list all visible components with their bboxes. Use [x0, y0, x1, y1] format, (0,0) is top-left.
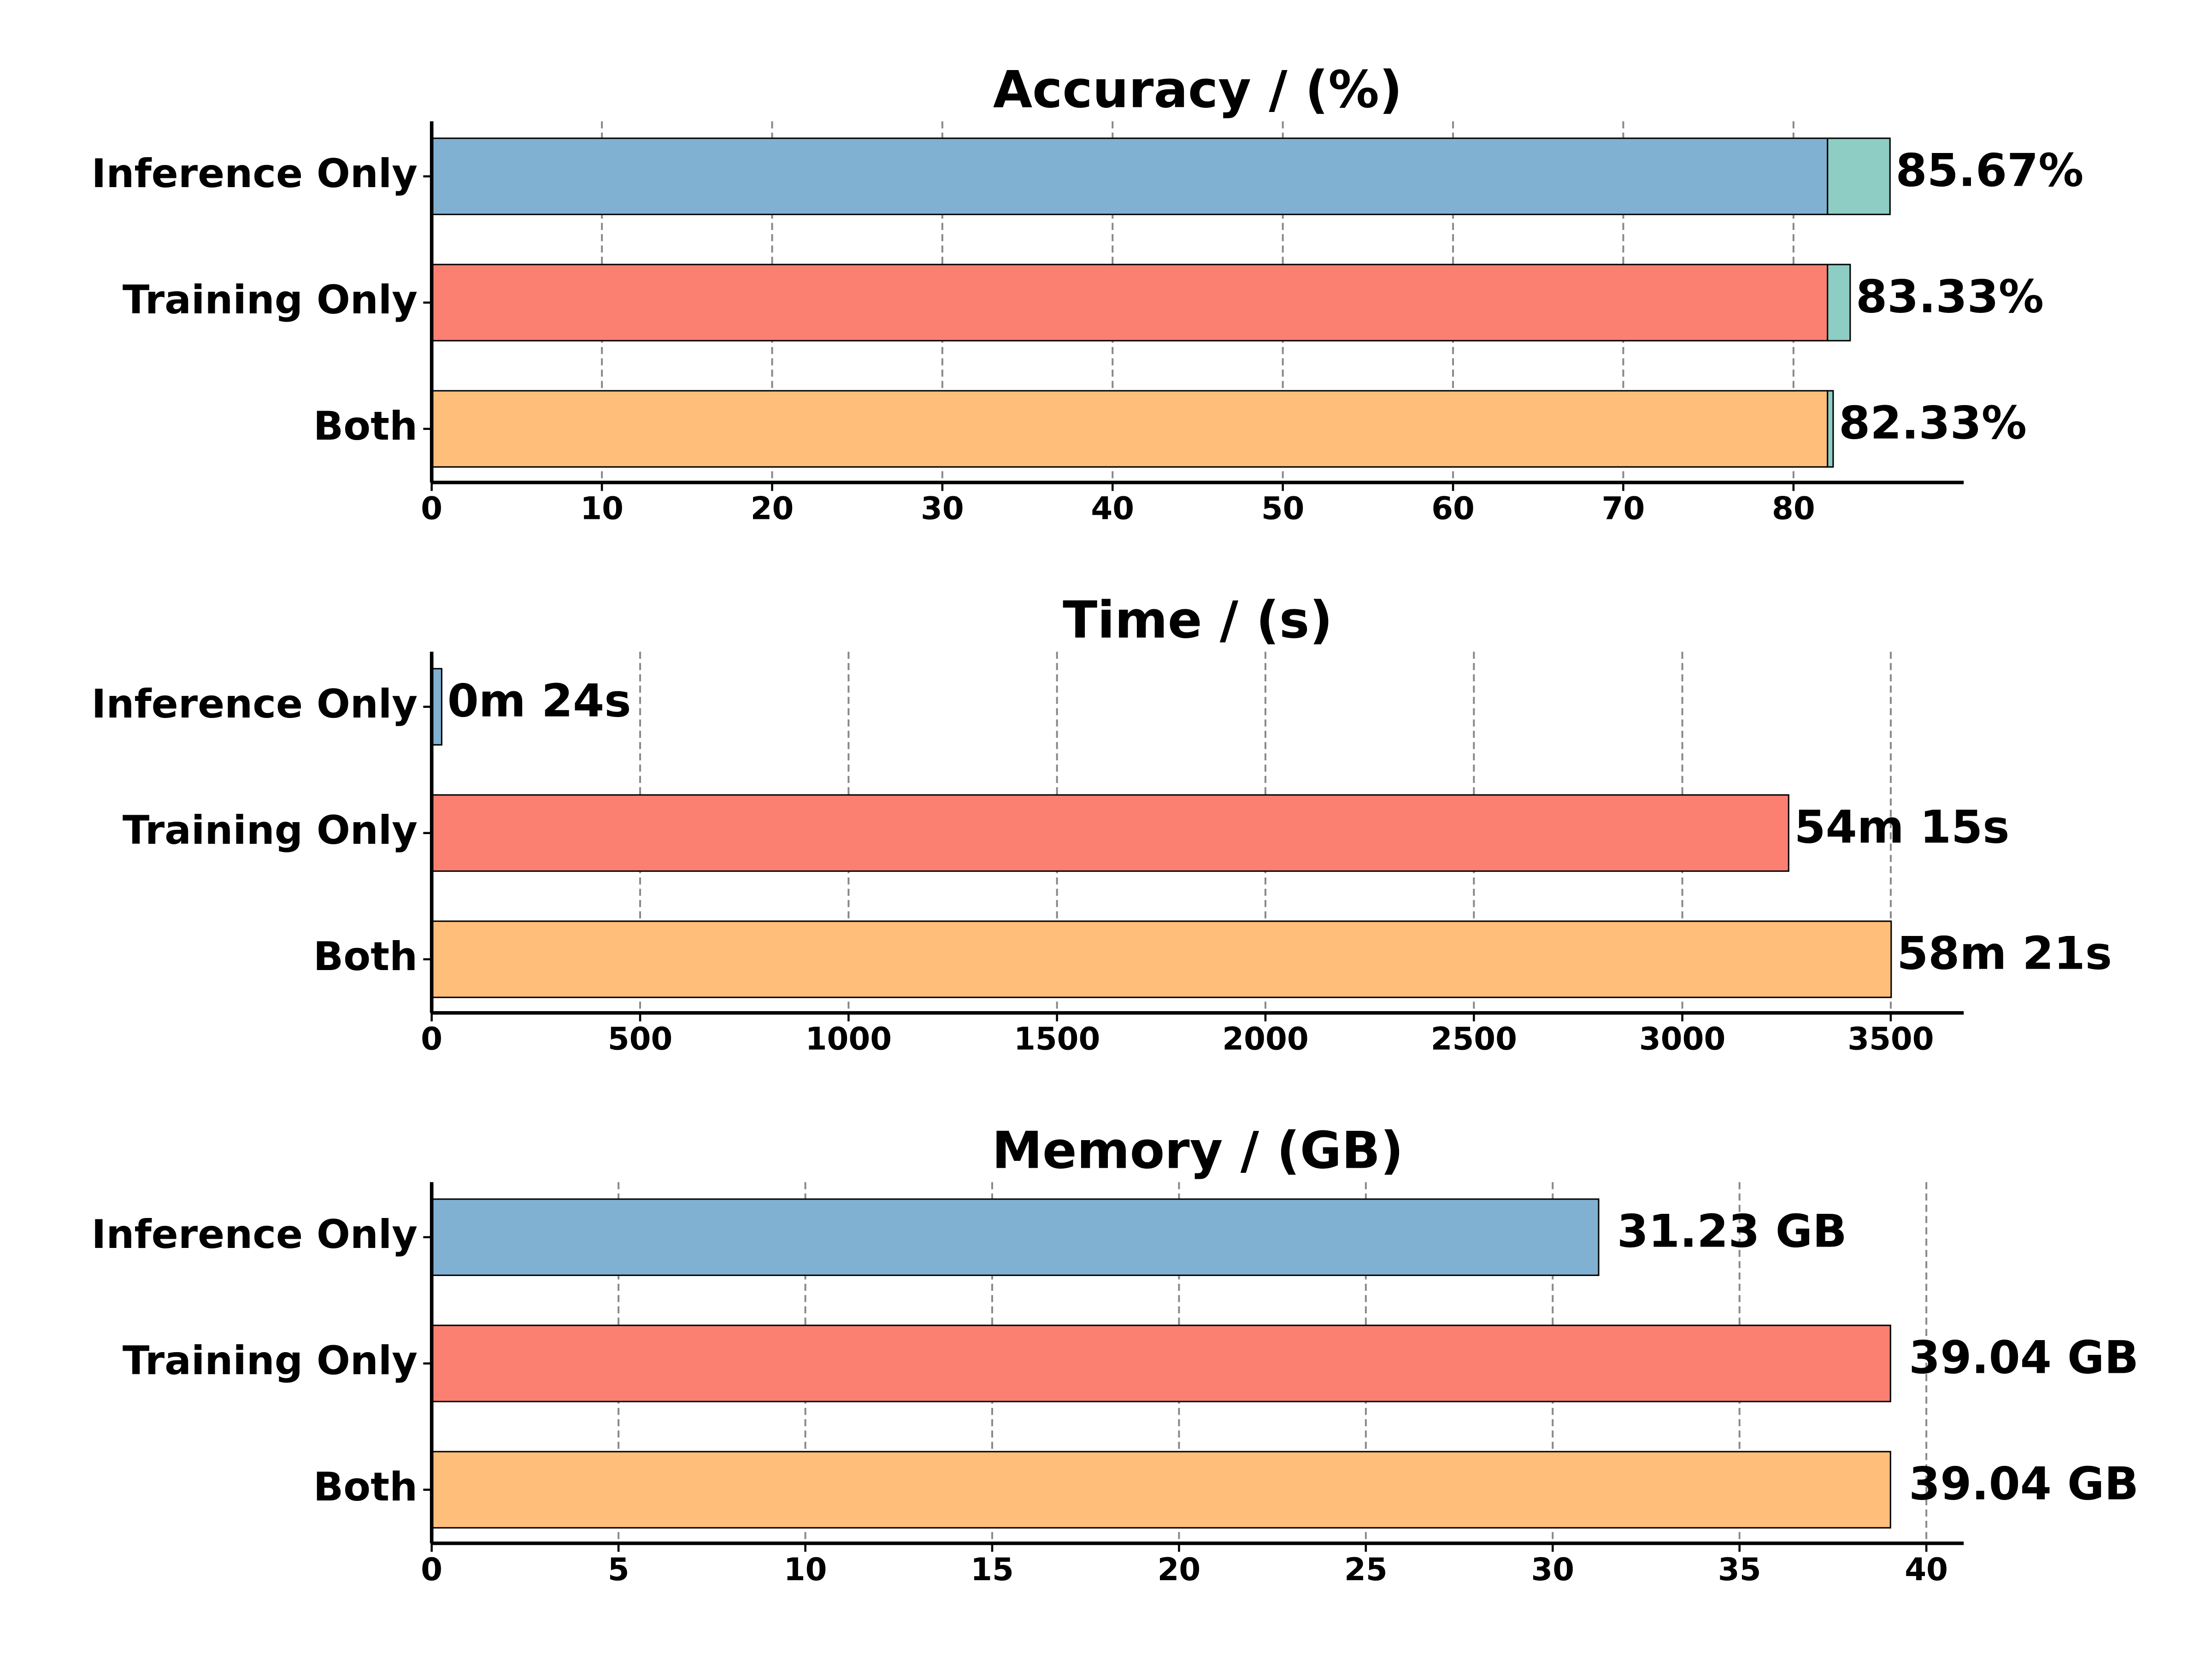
value-label: 85.67%: [1896, 144, 2084, 197]
value-label: 39.04 GB: [1909, 1331, 2139, 1384]
x-tick-label: 20: [1158, 1551, 1201, 1588]
bar: [431, 390, 1829, 468]
x-tick-label: 0: [421, 1551, 442, 1588]
x-tick-label: 35: [1718, 1551, 1761, 1588]
x-tick-label: 10: [784, 1551, 827, 1588]
x-tick-label: 20: [751, 490, 794, 527]
x-tick-label: 0: [421, 490, 442, 527]
value-label: 83.33%: [1856, 271, 2044, 323]
chart-title: Memory / (GB): [992, 1121, 1403, 1180]
bar: [431, 137, 1829, 215]
y-tick-label: Training Only: [123, 1338, 418, 1384]
x-tick-label: 25: [1344, 1551, 1388, 1588]
bar: [431, 264, 1829, 341]
x-tick-label: 0: [421, 1021, 442, 1057]
x-tick-label: 500: [608, 1021, 673, 1057]
value-label: 58m 21s: [1897, 927, 2112, 980]
x-tick-label: 1500: [1014, 1021, 1100, 1057]
y-tick-label: Inference Only: [92, 1212, 418, 1258]
x-tick-label: 70: [1602, 490, 1645, 527]
y-tick-label: Training Only: [123, 807, 418, 853]
x-tick-label: 30: [1531, 1551, 1574, 1588]
bar-gain: [1827, 264, 1851, 341]
bar: [431, 1324, 1891, 1402]
x-tick-label: 2500: [1431, 1021, 1517, 1057]
x-tick-label: 50: [1261, 490, 1305, 527]
x-tick-label: 3500: [1847, 1021, 1934, 1057]
x-tick-label: 1000: [806, 1021, 892, 1057]
y-tick-label: Both: [313, 403, 418, 449]
value-label: 82.33%: [1839, 397, 2027, 449]
y-tick-label: Inference Only: [92, 151, 418, 197]
bar-gain: [1827, 390, 1834, 468]
bar: [431, 1451, 1891, 1529]
bar: [431, 1198, 1600, 1276]
chart-title: Accuracy / (%): [993, 60, 1402, 119]
value-label: 31.23 GB: [1617, 1205, 1847, 1258]
value-label: 39.04 GB: [1909, 1458, 2139, 1510]
x-tick-label: 5: [608, 1551, 629, 1588]
y-tick-label: Both: [313, 1464, 418, 1510]
y-tick-label: Training Only: [123, 277, 418, 323]
x-tick-label: 30: [921, 490, 964, 527]
x-tick-label: 60: [1431, 490, 1475, 527]
chart-title: Time / (s): [1063, 590, 1333, 649]
x-tick-label: 2000: [1222, 1021, 1308, 1057]
y-tick-label: Both: [313, 934, 418, 980]
value-label: 54m 15s: [1794, 801, 2010, 853]
x-tick-label: 15: [971, 1551, 1014, 1588]
x-tick-label: 40: [1091, 490, 1134, 527]
x-tick-label: 80: [1772, 490, 1815, 527]
bar-gain: [1827, 137, 1891, 215]
x-tick-label: 3000: [1639, 1021, 1725, 1057]
bar: [431, 794, 1789, 872]
x-tick-label: 40: [1905, 1551, 1948, 1588]
y-tick-label: Inference Only: [92, 681, 418, 727]
x-tick-label: 10: [580, 490, 624, 527]
value-label: 0m 24s: [447, 675, 631, 727]
bar: [431, 920, 1892, 998]
